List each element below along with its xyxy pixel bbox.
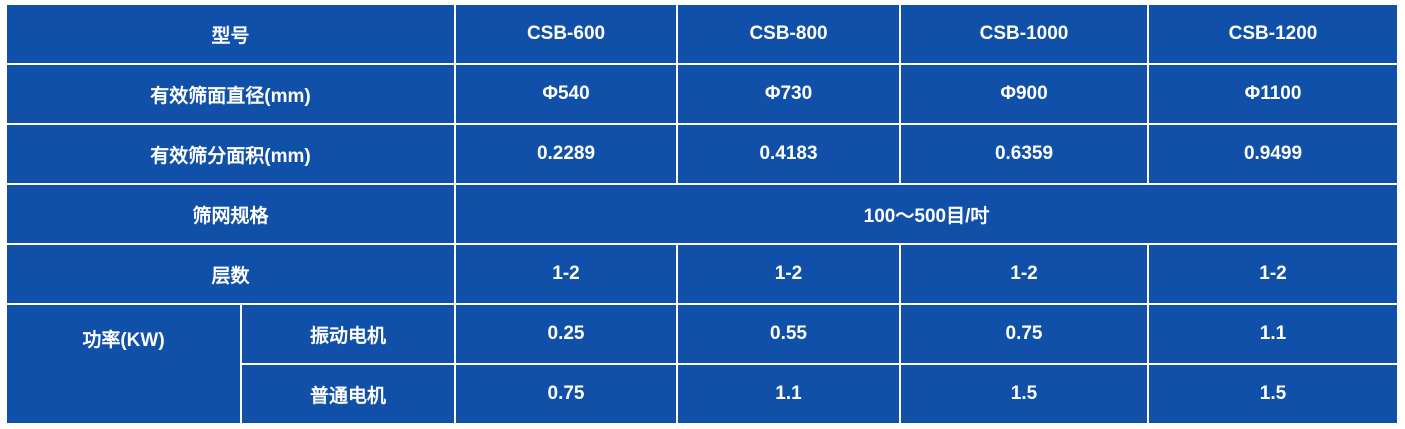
cell: 1.5 [1147,363,1400,425]
sub-header: 普通电机 [239,363,457,425]
cell: 1-2 [1147,243,1400,305]
cell: 1.1 [1147,303,1400,365]
sub-header: 振动电机 [239,303,457,365]
cell: 0.2289 [454,123,679,185]
cell: Φ1100 [1147,63,1400,125]
cell: CSB-1000 [899,3,1150,65]
cell: Φ900 [899,63,1150,125]
cell: CSB-1200 [1147,3,1400,65]
row-header: 有效筛分面积(mm) [4,123,457,185]
cell: 0.9499 [1147,123,1400,185]
cell: 0.4183 [676,123,902,185]
spec-table: 型号 CSB-600 CSB-800 CSB-1000 CSB-1200 有效筛… [4,3,1400,425]
row-header: 筛网规格 [4,183,457,245]
row-header: 有效筛面直径(mm) [4,63,457,125]
cell: 0.75 [899,303,1150,365]
cell: Φ540 [454,63,679,125]
cell: 100～500目/吋 [454,183,1400,245]
table-row: 功率(KW) 振动电机 0.25 0.55 0.75 1.1 [5,303,1400,425]
cell: CSB-600 [454,3,679,65]
cell: 0.6359 [899,123,1150,185]
cell: 1-2 [899,243,1150,305]
cell: 1.1 [676,363,902,425]
table-row: 普通电机 0.75 1.1 1.5 1.5 [6,363,1400,425]
cell: 1-2 [454,243,679,305]
table-row: 有效筛分面积(mm) 0.2289 0.4183 0.6359 0.9499 [4,123,1400,185]
table-row: 层数 1-2 1-2 1-2 1-2 [4,243,1400,305]
row-header: 功率(KW) [5,303,242,425]
cell: 1-2 [676,243,902,305]
table-row: 型号 CSB-600 CSB-800 CSB-1000 CSB-1200 [4,3,1400,65]
cell: 0.55 [676,303,902,365]
cell: CSB-800 [676,3,902,65]
row-header: 层数 [4,243,457,305]
table-row: 有效筛面直径(mm) Φ540 Φ730 Φ900 Φ1100 [4,63,1400,125]
cell: Φ730 [676,63,902,125]
cell: 0.75 [454,363,679,425]
cell: 1.5 [899,363,1150,425]
row-header: 型号 [4,3,457,65]
cell: 0.25 [454,303,679,365]
table-row: 筛网规格 100～500目/吋 [4,183,1400,245]
